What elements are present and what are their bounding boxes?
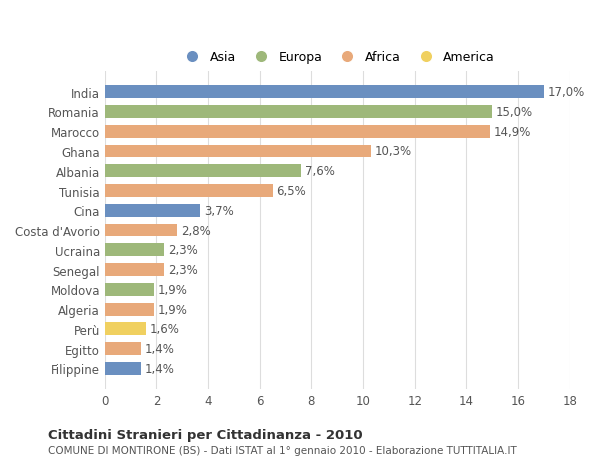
Bar xyxy=(105,165,301,178)
Bar xyxy=(105,323,146,336)
Text: 2,3%: 2,3% xyxy=(168,263,198,276)
Bar xyxy=(105,283,154,296)
Bar xyxy=(105,125,490,138)
Bar xyxy=(105,263,164,276)
Bar xyxy=(105,86,544,99)
Text: 1,9%: 1,9% xyxy=(158,303,188,316)
Text: 1,9%: 1,9% xyxy=(158,283,188,296)
Bar xyxy=(105,362,141,375)
Bar xyxy=(105,224,177,237)
Text: 1,4%: 1,4% xyxy=(145,362,175,375)
Bar xyxy=(105,204,200,217)
Text: 1,4%: 1,4% xyxy=(145,342,175,355)
Text: 3,7%: 3,7% xyxy=(204,204,234,217)
Bar xyxy=(105,145,371,158)
Text: 15,0%: 15,0% xyxy=(496,106,533,119)
Text: 2,3%: 2,3% xyxy=(168,244,198,257)
Bar xyxy=(105,303,154,316)
Text: 10,3%: 10,3% xyxy=(374,145,412,158)
Bar xyxy=(105,342,141,355)
Text: 2,8%: 2,8% xyxy=(181,224,211,237)
Bar xyxy=(105,244,164,257)
Text: 7,6%: 7,6% xyxy=(305,165,335,178)
Legend: Asia, Europa, Africa, America: Asia, Europa, Africa, America xyxy=(175,46,500,69)
Text: COMUNE DI MONTIRONE (BS) - Dati ISTAT al 1° gennaio 2010 - Elaborazione TUTTITAL: COMUNE DI MONTIRONE (BS) - Dati ISTAT al… xyxy=(48,446,517,455)
Text: 1,6%: 1,6% xyxy=(150,323,180,336)
Text: 17,0%: 17,0% xyxy=(548,86,585,99)
Bar xyxy=(105,106,492,118)
Text: Cittadini Stranieri per Cittadinanza - 2010: Cittadini Stranieri per Cittadinanza - 2… xyxy=(48,428,362,442)
Text: 6,5%: 6,5% xyxy=(277,185,306,197)
Text: 14,9%: 14,9% xyxy=(494,125,531,139)
Bar xyxy=(105,185,272,197)
